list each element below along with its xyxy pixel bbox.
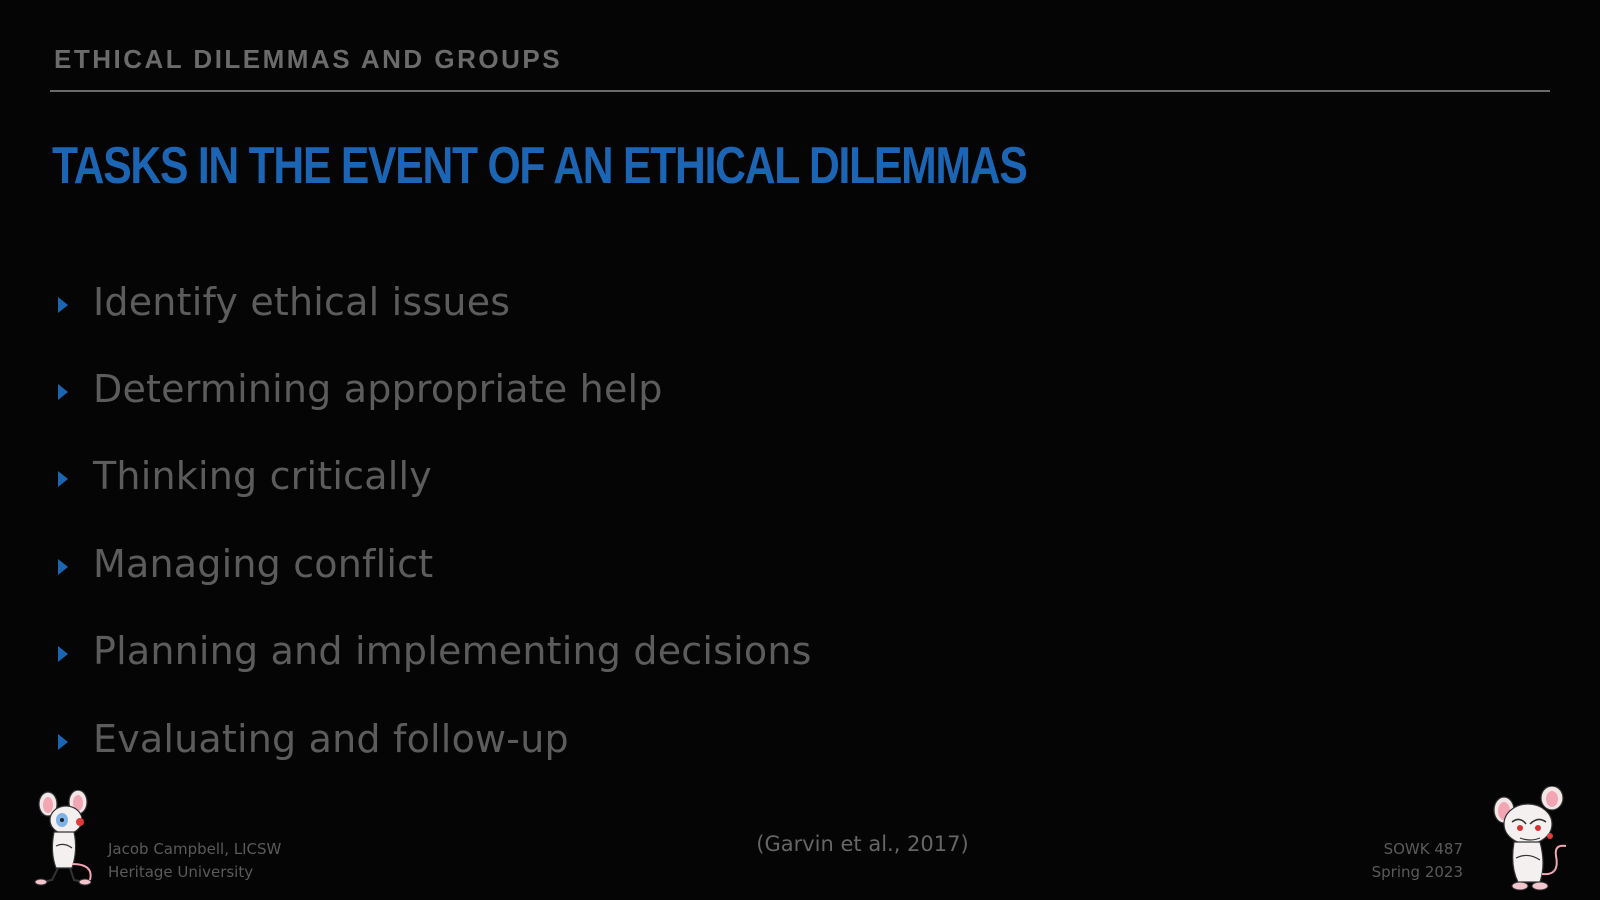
triangle-right-icon xyxy=(58,646,68,663)
triangle-right-icon xyxy=(58,558,68,575)
bullet-text: Evaluating and follow-up xyxy=(93,716,569,761)
term: Spring 2023 xyxy=(1371,863,1463,881)
bullet-text: Thinking critically xyxy=(93,454,432,499)
triangle-right-icon xyxy=(58,733,68,750)
section-title: ETHICAL DILEMMAS AND GROUPS xyxy=(54,44,563,74)
bullet-item: Thinking critically xyxy=(58,433,812,520)
bullet-item: Managing conflict xyxy=(58,520,812,607)
course-code: SOWK 487 xyxy=(1383,840,1463,858)
triangle-right-icon xyxy=(58,471,68,488)
triangle-right-icon xyxy=(58,384,68,401)
slide-title: TASKS IN THE EVENT OF AN ETHICAL DILEMMA… xyxy=(52,137,1028,195)
institution-name: Heritage University xyxy=(108,863,254,881)
bullet-item: Determining appropriate help xyxy=(58,345,812,432)
header-divider xyxy=(50,90,1550,92)
citation: (Garvin et al., 2017) xyxy=(756,832,969,856)
bullet-text: Managing conflict xyxy=(93,541,434,586)
footer-course-block: SOWK 487 Spring 2023 xyxy=(1372,838,1463,884)
bullet-item: Evaluating and follow-up xyxy=(58,695,812,782)
author-name: Jacob Campbell, LICSW xyxy=(108,840,282,858)
bullet-list: Identify ethical issues Determining appr… xyxy=(58,258,812,782)
pinky-mouse-icon xyxy=(34,790,92,886)
triangle-right-icon xyxy=(58,296,68,313)
bullet-text: Planning and implementing decisions xyxy=(93,629,812,674)
bullet-item: Planning and implementing decisions xyxy=(58,608,812,695)
bullet-item: Identify ethical issues xyxy=(58,258,812,345)
brain-mouse-icon xyxy=(1493,786,1567,891)
footer-author-block: Jacob Campbell, LICSW Heritage Universit… xyxy=(108,838,281,884)
bullet-text: Identify ethical issues xyxy=(93,279,511,324)
bullet-text: Determining appropriate help xyxy=(93,367,663,412)
